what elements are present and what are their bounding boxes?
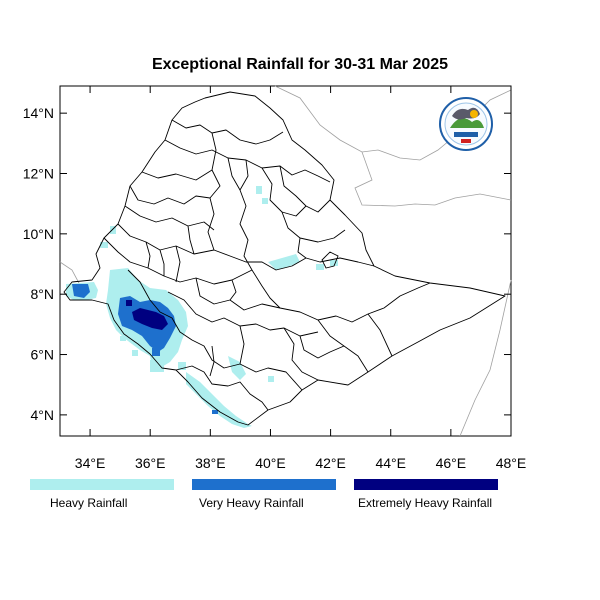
ethiopia-boundaries [63, 91, 506, 426]
x-tick-label: 46°E [436, 455, 467, 471]
meteorology-agency-logo [439, 97, 493, 151]
y-tick-label: 8°N [31, 286, 55, 302]
axis-ticks: 34°E 36°E 38°E 40°E 42°E 44°E 46°E 48°E 4°N 6°N 8°… [23, 86, 527, 471]
map-title: Exceptional Rainfall for 30-31 Mar 2025 [151, 56, 449, 73]
city-boundary [321, 251, 339, 269]
x-tick-label: 44°E [375, 455, 406, 471]
legend-swatch-extremely-heavy [354, 479, 498, 490]
legend-label-heavy: Heavy Rainfall [50, 496, 128, 510]
legend-label-very-heavy: Very Heavy Rainfall [199, 496, 304, 510]
x-tick-label: 34°E [75, 455, 106, 471]
y-tick-label: 6°N [31, 347, 55, 363]
rainfall-cells [66, 186, 338, 428]
x-tick-label: 40°E [255, 455, 286, 471]
x-tick-label: 38°E [195, 455, 226, 471]
legend-label-extremely-heavy: Extremely Heavy Rainfall [358, 496, 493, 510]
extremely-heavy-rainfall-cells [126, 300, 168, 330]
legend-swatch-very-heavy [192, 479, 336, 490]
legend-swatch-heavy [30, 479, 174, 490]
y-tick-label: 10°N [23, 226, 54, 242]
x-tick-label: 36°E [135, 455, 166, 471]
y-tick-label: 12°N [23, 166, 54, 182]
x-tick-label: 48°E [496, 455, 527, 471]
y-tick-label: 14°N [23, 105, 54, 121]
x-tick-label: 42°E [315, 455, 346, 471]
y-tick-label: 4°N [31, 407, 55, 423]
